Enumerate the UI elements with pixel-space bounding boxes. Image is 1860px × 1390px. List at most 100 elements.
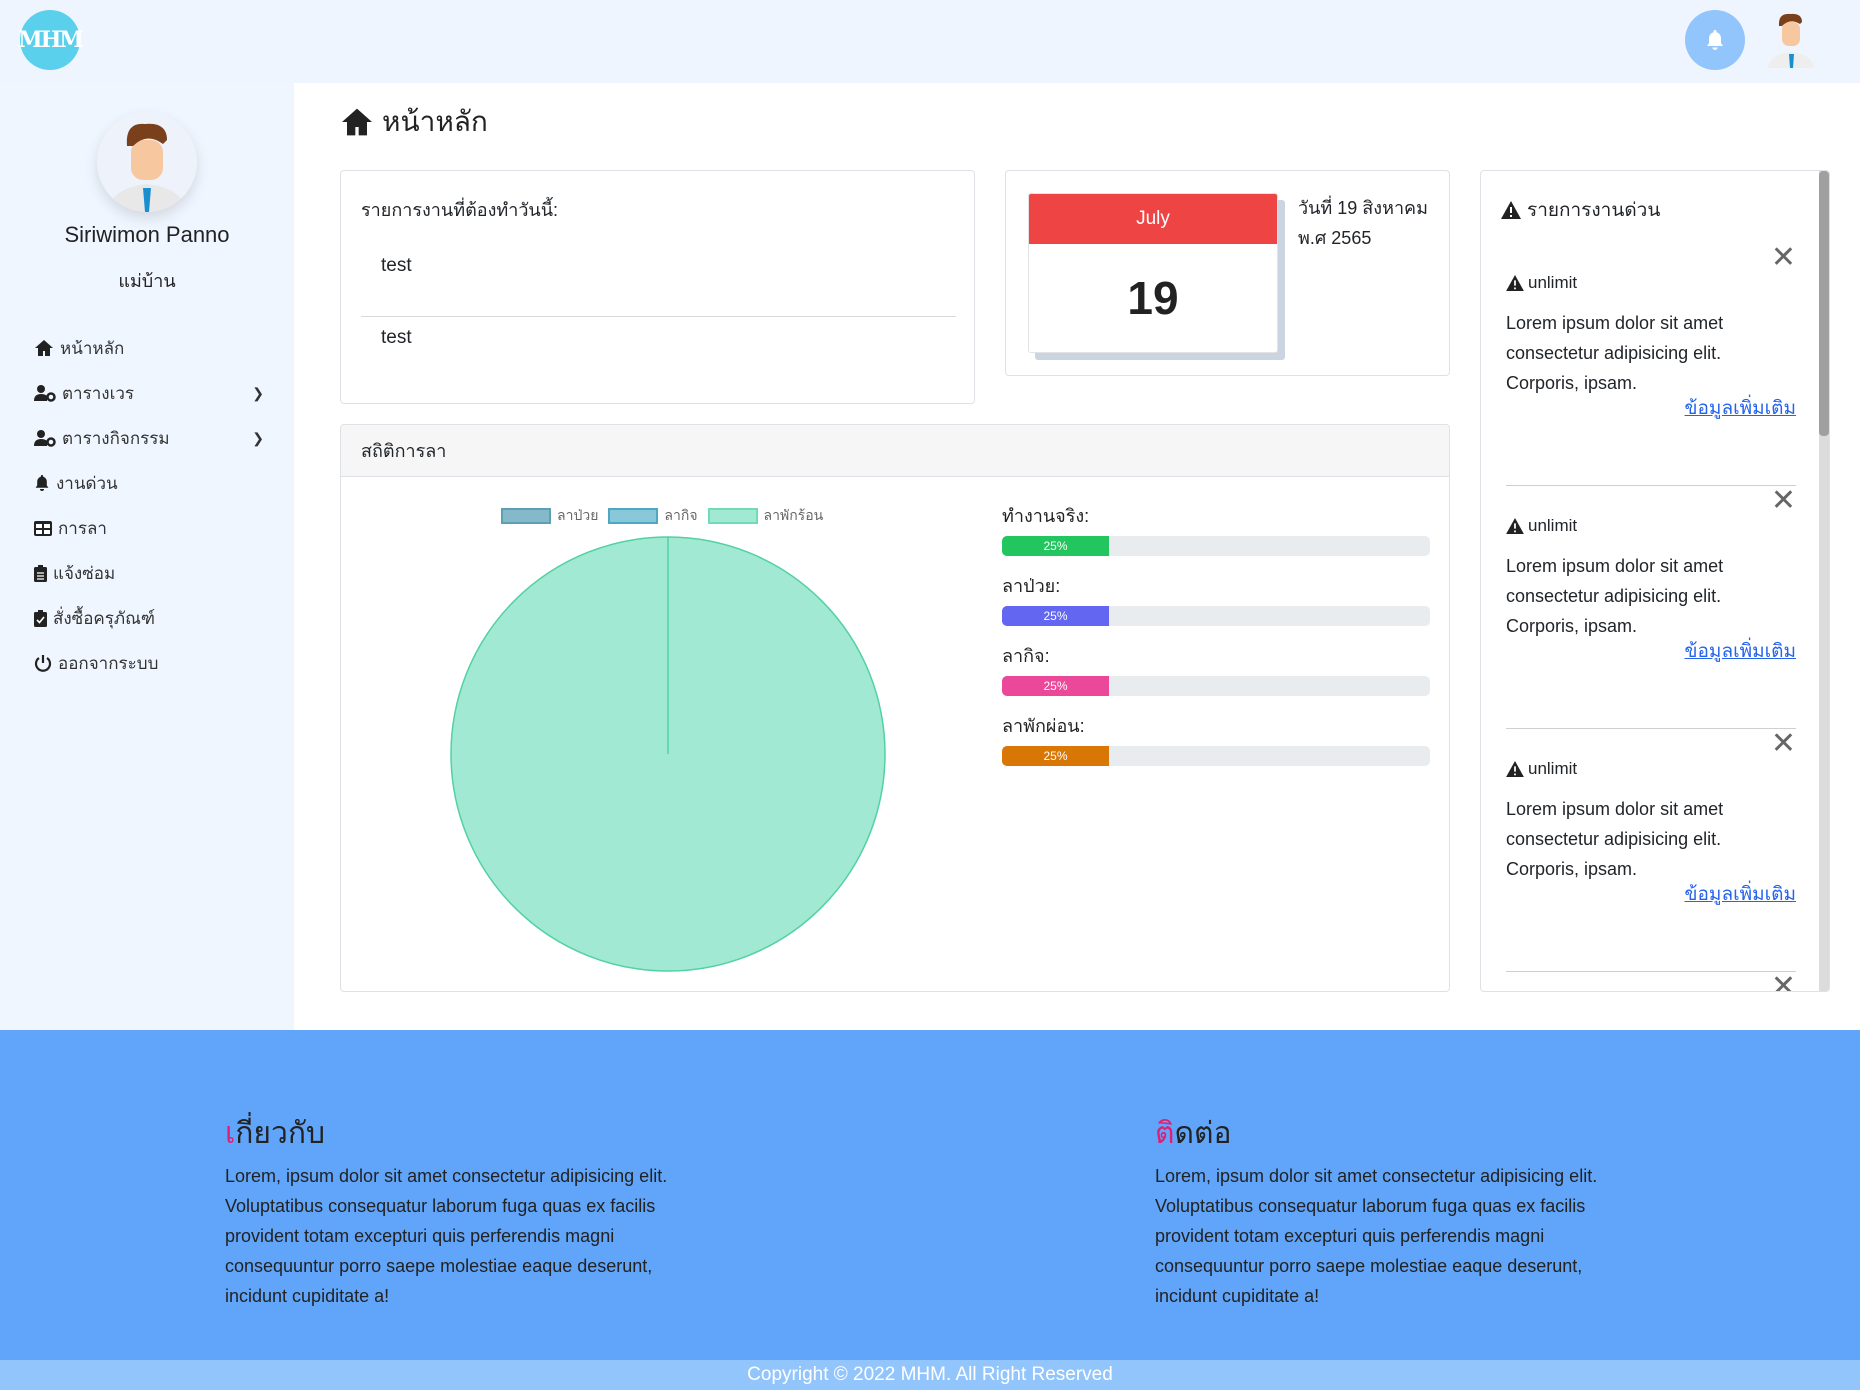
page-title-text: หน้าหลัก bbox=[382, 106, 488, 137]
sidebar-item-label: งานด่วน bbox=[56, 473, 118, 493]
contact-heading-rest: ดต่อ bbox=[1174, 1117, 1232, 1150]
urgent-alert: ✕ bbox=[1506, 972, 1796, 992]
alert-title: unlimit bbox=[1506, 516, 1577, 536]
urgent-alert: ✕ unlimit Lorem ipsum dolor sit amet con… bbox=[1506, 243, 1796, 486]
legend-swatch bbox=[608, 508, 659, 524]
progress-bar: 25% bbox=[1002, 676, 1430, 696]
calendar-day: 19 bbox=[1127, 272, 1179, 324]
copyright: Copyright © 2022 MHM. All Right Reserved bbox=[0, 1360, 1860, 1390]
progress-bar: 25% bbox=[1002, 536, 1430, 556]
urgent-alert: ✕ unlimit Lorem ipsum dolor sit amet con… bbox=[1506, 486, 1796, 729]
progress-bar: 25% bbox=[1002, 606, 1430, 626]
todo-card: รายการงานที่ต้องทำวันนี้: test test bbox=[340, 170, 975, 404]
contact-heading: ติดต่อ bbox=[1155, 1110, 1635, 1157]
clipboard-list-icon bbox=[34, 564, 47, 582]
legend-item[interactable]: ลาพักร้อน bbox=[707, 505, 824, 527]
legend-item[interactable]: ลากิจ bbox=[608, 505, 698, 527]
sidebar-item-label: ออกจากระบบ bbox=[58, 653, 159, 673]
power-icon bbox=[34, 655, 52, 672]
sidebar-item-label: ตารางกิจกรรม bbox=[62, 428, 170, 448]
alert-body: Lorem ipsum dolor sit amet consectetur a… bbox=[1506, 313, 1724, 393]
close-icon[interactable]: ✕ bbox=[1770, 241, 1796, 274]
sidebar-item-logout[interactable]: ออกจากระบบ bbox=[34, 647, 264, 679]
sidebar-item-label: แจ้งซ่อม bbox=[53, 563, 116, 583]
home-icon bbox=[35, 340, 53, 356]
sidebar-item-repair[interactable]: แจ้งซ่อม bbox=[34, 557, 264, 589]
bell-icon bbox=[35, 475, 49, 491]
alert-body: Lorem ipsum dolor sit amet consectetur a… bbox=[1506, 799, 1724, 879]
profile-avatar bbox=[97, 112, 197, 212]
user-gear-icon bbox=[34, 430, 56, 447]
urgent-tasks-panel: รายการงานด่วน ✕ unlimit Lorem ipsum dolo… bbox=[1480, 170, 1830, 992]
clipboard-check-icon bbox=[34, 609, 47, 627]
sidebar-item-purchase[interactable]: สั่งซื้อครุภัณฑ์ bbox=[34, 602, 264, 634]
more-info-link[interactable]: ข้อมูลเพิ่มเติม bbox=[1684, 884, 1796, 905]
calendar-date-text: วันที่ 19 สิงหาคม พ.ศ 2565 bbox=[1298, 193, 1438, 253]
leave-pie-chart bbox=[450, 536, 886, 972]
sidebar-item-home[interactable]: หน้าหลัก bbox=[34, 332, 264, 364]
user-avatar[interactable] bbox=[1760, 10, 1822, 70]
close-icon[interactable]: ✕ bbox=[1770, 484, 1796, 517]
sidebar-item-shift-schedule[interactable]: ตารางเวร ❯ bbox=[34, 377, 264, 409]
progress-fill: 25% bbox=[1002, 746, 1109, 766]
more-info-link[interactable]: ข้อมูลเพิ่มเติม bbox=[1684, 641, 1796, 662]
urgent-heading: รายการงานด่วน bbox=[1501, 195, 1660, 225]
about-heading-rest: กี่ยวกับ bbox=[235, 1117, 326, 1150]
scrollbar[interactable] bbox=[1819, 171, 1829, 991]
urgent-heading-text: รายการงานด่วน bbox=[1527, 200, 1661, 221]
more-info-link[interactable]: ข้อมูลเพิ่มเติม bbox=[1684, 398, 1796, 419]
alert-title-text: unlimit bbox=[1528, 759, 1578, 778]
close-icon[interactable]: ✕ bbox=[1770, 727, 1796, 760]
sidebar-item-label: การลา bbox=[58, 518, 107, 538]
user-gear-icon bbox=[34, 385, 56, 402]
alert-title: unlimit bbox=[1506, 273, 1577, 293]
alert-title-text: unlimit bbox=[1528, 516, 1578, 535]
alert-title-text: unlimit bbox=[1528, 273, 1578, 292]
about-heading: เกี่ยวกับ bbox=[225, 1110, 705, 1157]
sidebar-item-leave[interactable]: การลา bbox=[34, 512, 264, 544]
todo-heading: รายการงานที่ต้องทำวันนี้: bbox=[361, 200, 559, 220]
legend-swatch bbox=[707, 508, 758, 524]
alert-body: Lorem ipsum dolor sit amet consectetur a… bbox=[1506, 556, 1724, 636]
leave-stats-card: สถิติการลา ลาป่วย ลากิจ ลาพักร้อน ทำงานจ… bbox=[340, 424, 1450, 992]
footer: เกี่ยวกับ Lorem, ipsum dolor sit amet con… bbox=[0, 1030, 1860, 1360]
sidebar bbox=[0, 83, 294, 1030]
legend-label: ลากิจ bbox=[664, 507, 698, 523]
footer-about: เกี่ยวกับ Lorem, ipsum dolor sit amet con… bbox=[225, 1110, 705, 1311]
contact-text: Lorem, ipsum dolor sit amet consectetur … bbox=[1155, 1166, 1598, 1306]
logo[interactable]: MHM bbox=[18, 10, 84, 70]
calendar-card: July 19 วันที่ 19 สิงหาคม พ.ศ 2565 bbox=[1005, 170, 1450, 376]
chevron-down-icon: ❯ bbox=[252, 384, 264, 401]
contact-heading-accent: ติ bbox=[1155, 1117, 1175, 1150]
table-icon bbox=[34, 520, 52, 536]
sidebar-item-label: ตารางเวร bbox=[62, 383, 135, 403]
close-icon[interactable]: ✕ bbox=[1770, 970, 1796, 992]
chevron-down-icon: ❯ bbox=[252, 429, 264, 446]
thai-year: พ.ศ 2565 bbox=[1298, 228, 1372, 248]
user-name: Siriwimon Panno bbox=[64, 222, 230, 247]
sidebar-item-urgent[interactable]: งานด่วน bbox=[34, 467, 264, 499]
todo-item-text: test bbox=[381, 255, 412, 276]
stats-heading: สถิติการลา bbox=[341, 425, 1449, 477]
bar-label: ลากิจ: bbox=[1002, 646, 1050, 666]
notification-bell-button[interactable] bbox=[1685, 10, 1745, 70]
urgent-alert: ✕ unlimit Lorem ipsum dolor sit amet con… bbox=[1506, 729, 1796, 972]
bar-label: ลาป่วย: bbox=[1002, 576, 1061, 596]
legend-swatch bbox=[501, 508, 551, 524]
warning-icon bbox=[1506, 761, 1524, 777]
legend-item[interactable]: ลาป่วย bbox=[501, 505, 598, 527]
alert-title: unlimit bbox=[1506, 759, 1577, 779]
todo-item[interactable]: test bbox=[361, 327, 956, 349]
about-heading-accent: เ bbox=[225, 1117, 236, 1150]
scrollbar-thumb[interactable] bbox=[1819, 171, 1829, 436]
warning-icon bbox=[1506, 518, 1524, 534]
todo-item[interactable]: test bbox=[361, 255, 956, 317]
chart-legend: ลาป่วย ลากิจ ลาพักร้อน bbox=[501, 505, 823, 527]
footer-contact: ติดต่อ Lorem, ipsum dolor sit amet consec… bbox=[1155, 1110, 1635, 1311]
user-role: แม่บ้าน bbox=[118, 271, 176, 291]
sidebar-item-activity-schedule[interactable]: ตารางกิจกรรม ❯ bbox=[34, 422, 264, 454]
progress-fill: 25% bbox=[1002, 676, 1109, 696]
legend-label: ลาพักร้อน bbox=[763, 507, 824, 523]
sidebar-item-label: หน้าหลัก bbox=[60, 338, 125, 358]
progress-fill: 25% bbox=[1002, 606, 1109, 626]
